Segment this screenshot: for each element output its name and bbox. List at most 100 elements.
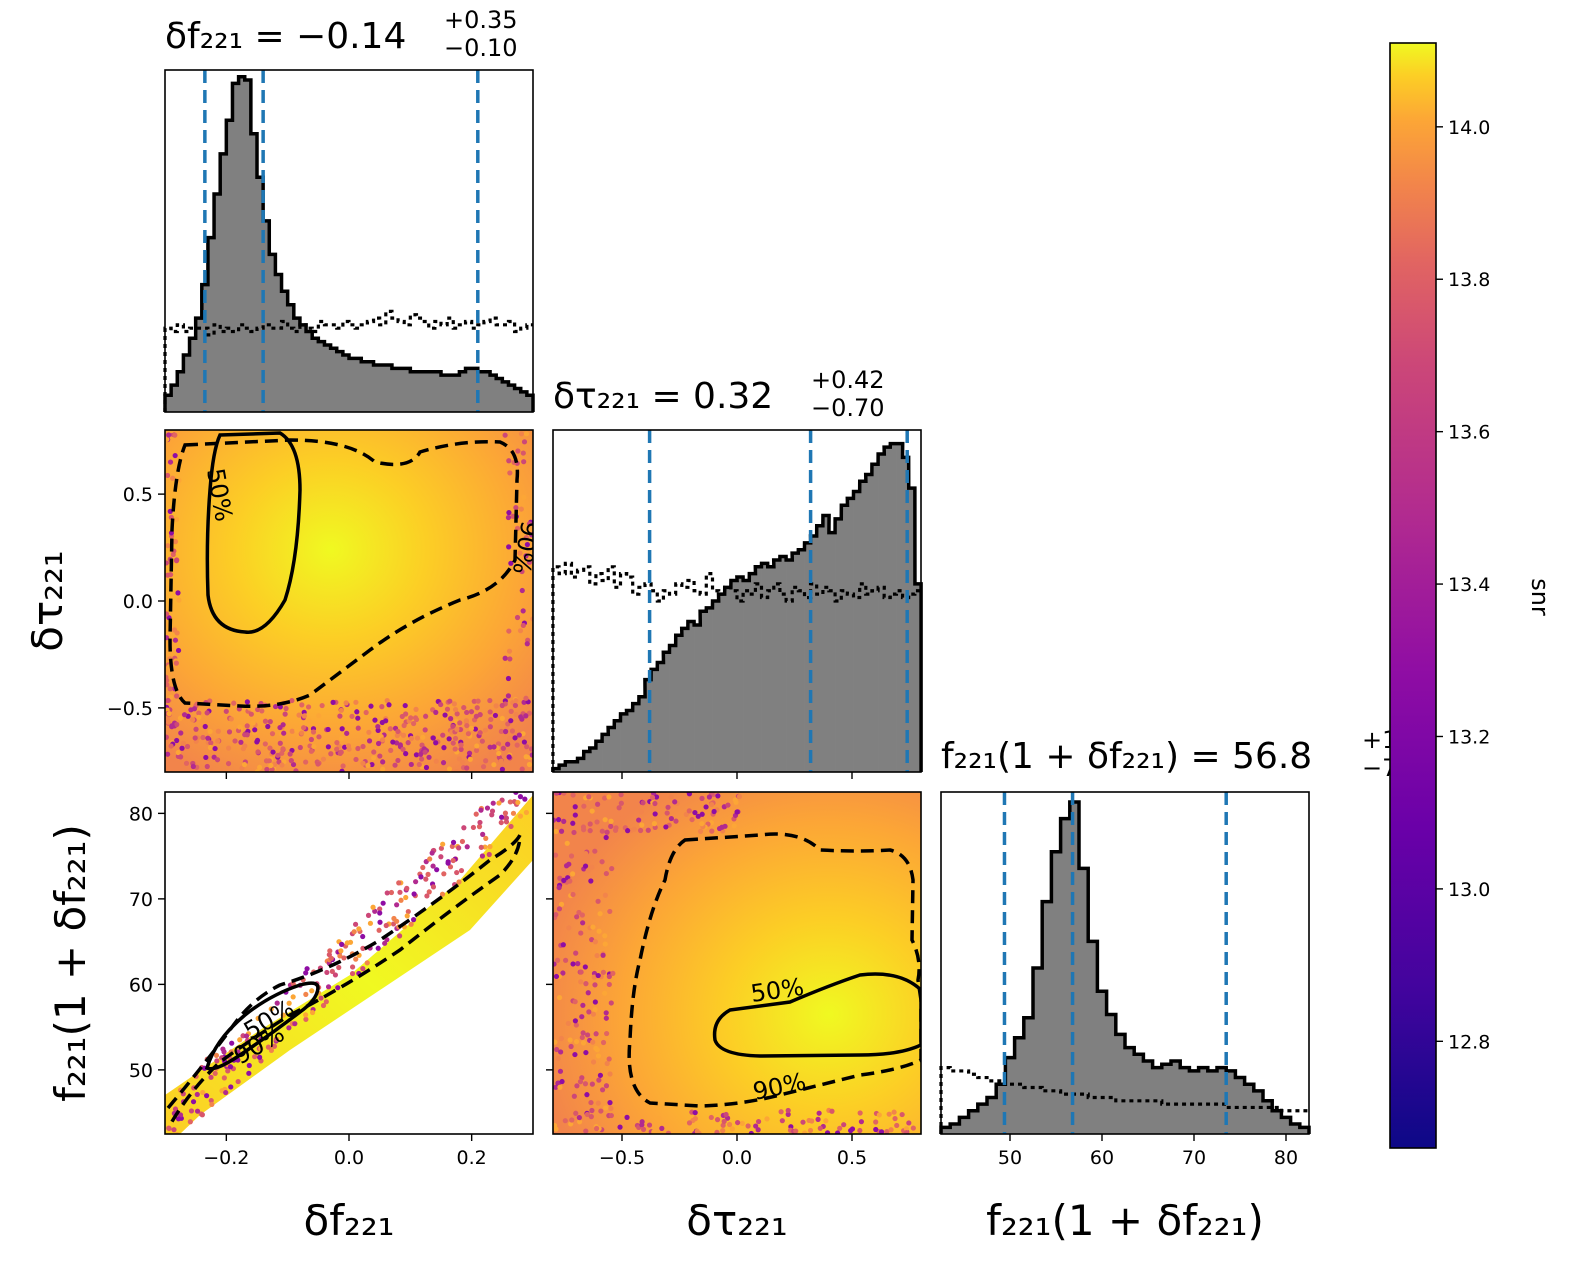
scatter-f-vs-df-point <box>280 1012 286 1018</box>
scatter-f-vs-df-point <box>396 880 402 886</box>
scatter-dtau-vs-df-point <box>392 762 398 768</box>
hist-delta-tau221-bar <box>614 720 621 772</box>
scatter-f-vs-dtau-density <box>553 792 921 1134</box>
scatter-dtau-vs-df-point <box>316 713 322 719</box>
scatter-f-vs-dtau-point <box>567 878 573 884</box>
scatter-f-vs-df-point <box>439 891 446 897</box>
scatter-dtau-vs-df-point <box>202 723 208 730</box>
scatter-dtau-vs-df-point <box>452 735 459 742</box>
scatter-dtau-vs-df-point <box>526 761 533 768</box>
scatter-dtau-vs-df-point <box>521 459 527 465</box>
hist-delta-f221-bar <box>324 344 331 412</box>
scatter-dtau-vs-df-point <box>491 744 497 750</box>
scatter-f-vs-dtau-point <box>653 794 660 800</box>
scatter-dtau-vs-df-point <box>508 560 514 566</box>
scatter-dtau-vs-df-point <box>306 718 312 724</box>
hist-f221-bar <box>1244 1084 1255 1134</box>
scatter-dtau-vs-df-point <box>390 739 396 745</box>
scatter-f-vs-dtau-point <box>604 1060 610 1067</box>
scatter-dtau-vs-df-point <box>369 761 375 768</box>
hist-f221-xtick-label: 80 <box>1274 1147 1298 1169</box>
hist-delta-f221-bar <box>349 358 356 412</box>
scatter-f-vs-dtau-point <box>910 1125 916 1131</box>
scatter-f-vs-df-point <box>377 906 383 912</box>
scatter-dtau-vs-df-point <box>430 735 436 741</box>
scatter-dtau-vs-df-ytick-label: 0.5 <box>123 484 153 506</box>
scatter-f-vs-dtau-point <box>841 1122 847 1128</box>
scatter-f-vs-dtau-point <box>592 999 598 1005</box>
scatter-dtau-vs-df-point <box>519 745 526 752</box>
scatter-f-vs-df-point <box>464 844 470 850</box>
scatter-f-vs-dtau-point <box>603 870 609 877</box>
scatter-f-vs-df-point <box>438 845 444 851</box>
hist-delta-f221-posterior-outline <box>163 74 535 412</box>
scatter-f-vs-dtau-point <box>570 820 576 826</box>
hist-delta-f221-bar <box>330 348 338 412</box>
scatter-dtau-vs-df-point <box>175 590 181 596</box>
scatter-f-vs-dtau-point <box>668 794 674 800</box>
scatter-f-vs-dtau-point <box>577 1079 584 1085</box>
scatter-f-vs-df-point <box>456 879 462 885</box>
scatter-f-vs-dtau-point <box>764 1116 770 1122</box>
scatter-dtau-vs-df-point <box>521 739 528 745</box>
scatter-f-vs-df-contour-50 <box>204 981 320 1071</box>
hist-delta-tau221-bar <box>712 601 720 772</box>
scatter-dtau-vs-df-point <box>173 557 180 564</box>
scatter-f-vs-dtau-point <box>593 1125 600 1132</box>
hist-f221-bars <box>939 792 1311 1134</box>
scatter-dtau-vs-df-point <box>281 730 287 736</box>
scatter-dtau-vs-df-point <box>183 760 190 766</box>
scatter-f-vs-df-point <box>445 860 451 866</box>
hist-f221-bar <box>1088 941 1098 1134</box>
scatter-f-vs-df-xtick-label: −0.2 <box>203 1147 249 1169</box>
colorbar-gradient <box>1389 42 1437 1149</box>
hist-delta-f221-bar <box>453 375 460 412</box>
scatter-dtau-vs-df-point <box>380 759 386 765</box>
scatter-f-vs-dtau-point <box>703 804 709 810</box>
scatter-dtau-vs-df-point <box>307 743 313 749</box>
scatter-dtau-vs-df-point <box>254 737 261 744</box>
scatter-f-vs-dtau-point <box>573 950 579 956</box>
scatter-f-vs-dtau-point <box>617 1124 623 1130</box>
scatter-f-vs-df-contour-90 <box>166 834 522 1126</box>
scatter-dtau-vs-df-point <box>178 754 184 760</box>
scatter-f-vs-df-point <box>194 1091 200 1098</box>
scatter-dtau-vs-df-point <box>360 760 366 766</box>
scatter-f-vs-dtau-point <box>553 1122 558 1129</box>
scatter-f-vs-df-point <box>397 933 403 939</box>
scatter-f-vs-dtau-point <box>659 1125 665 1131</box>
scatter-dtau-vs-df-point <box>413 752 420 758</box>
hist-delta-tau221-bar <box>577 758 585 772</box>
scatter-f-vs-dtau-point <box>815 1116 821 1122</box>
scatter-dtau-vs-df-point <box>487 724 493 730</box>
hist-delta-tau221-bar <box>700 611 707 772</box>
hist-f221-bar <box>1033 967 1043 1134</box>
scatter-dtau-vs-df-point <box>353 699 359 705</box>
scatter-f-vs-dtau-point <box>595 1053 602 1059</box>
scatter-dtau-vs-df-point <box>192 735 198 741</box>
scatter-dtau-vs-df-point <box>475 698 481 704</box>
scatter-f-vs-dtau-point <box>557 1068 564 1074</box>
scatter-dtau-vs-df-point <box>334 746 340 752</box>
scatter-dtau-vs-df-point <box>308 748 314 754</box>
hist-delta-f221-panel: δf₂₂₁ = −0.14 +0.35 −0.10 <box>163 6 535 413</box>
scatter-dtau-vs-df-point <box>514 742 520 748</box>
hist-f221-bar <box>1198 1067 1209 1134</box>
scatter-f-vs-df-point <box>430 884 437 890</box>
scatter-f-vs-dtau-xtick-label: −0.5 <box>599 1147 645 1169</box>
scatter-dtau-vs-df-point <box>499 766 506 772</box>
scatter-f-vs-df-point <box>286 1000 292 1006</box>
scatter-f-vs-dtau-point <box>708 1114 714 1121</box>
hist-delta-f221-bar <box>287 304 295 412</box>
scatter-f-vs-dtau-point <box>689 816 695 823</box>
hist-f221-bar <box>1180 1067 1190 1134</box>
scatter-f-vs-df-point <box>449 843 455 849</box>
scatter-f-vs-dtau-point <box>561 818 567 824</box>
scatter-f-vs-df-point <box>246 1070 252 1076</box>
scatter-dtau-vs-df-point <box>513 697 519 704</box>
scatter-f-vs-df-point <box>427 856 433 862</box>
hist-delta-f221-bar <box>373 365 381 412</box>
scatter-f-vs-df-point <box>221 1075 227 1081</box>
hist-f221-bar <box>1106 1014 1117 1134</box>
colorbar-tick-label: 13.6 <box>1448 422 1490 444</box>
